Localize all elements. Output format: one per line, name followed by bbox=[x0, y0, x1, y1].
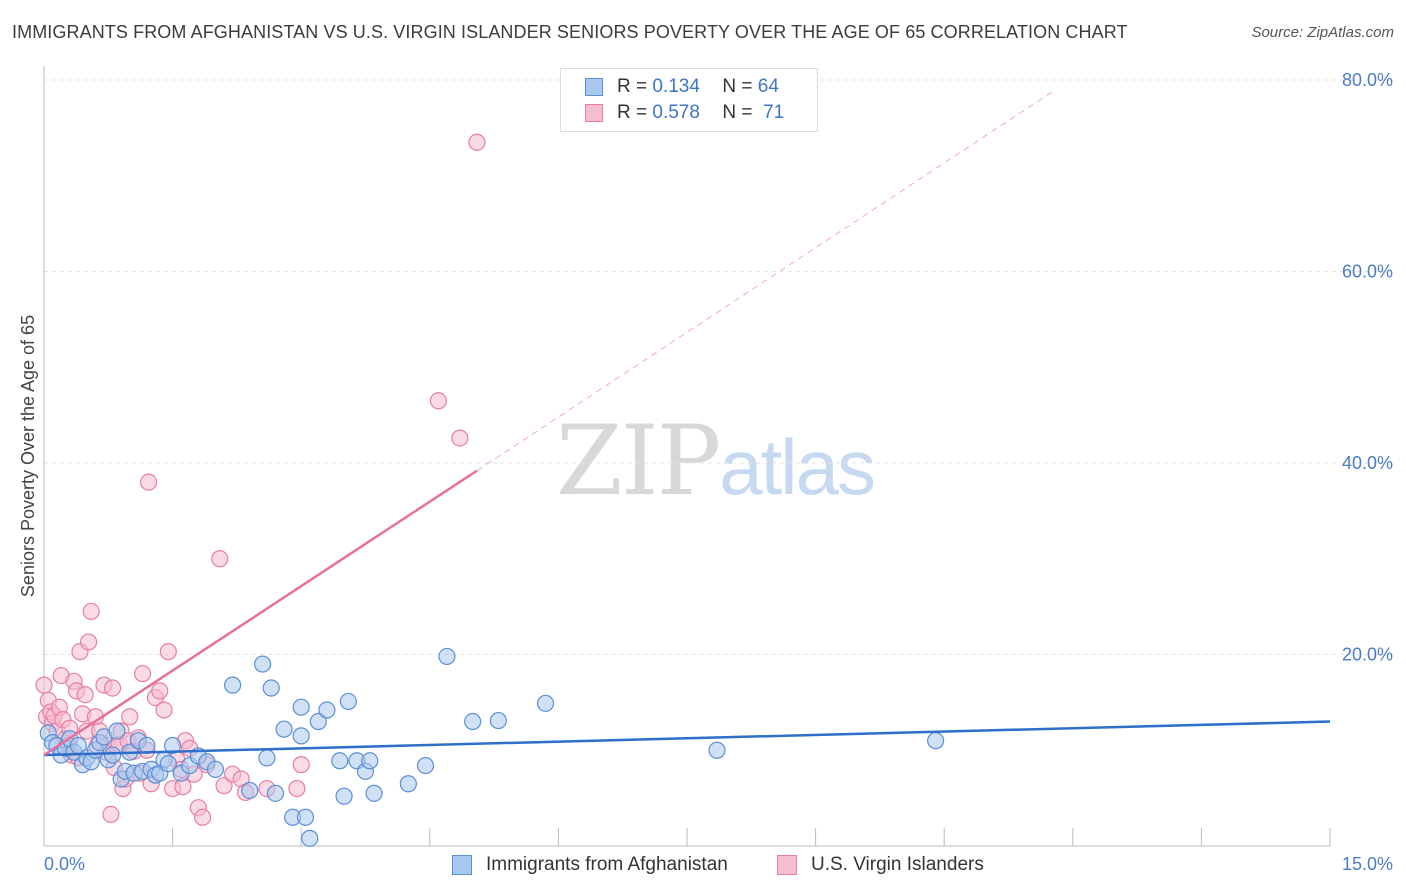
watermark-zip: ZIP bbox=[556, 405, 721, 517]
bottom-legend-label: U.S. Virgin Islanders bbox=[811, 854, 984, 875]
data-point-virgin-islanders bbox=[292, 756, 310, 774]
data-point-afghanistan bbox=[318, 701, 336, 719]
data-point-virgin-islanders bbox=[102, 805, 120, 824]
legend-row-afghanistan: R = 0.134 N = 64 bbox=[585, 75, 779, 99]
data-point-afghanistan bbox=[258, 749, 276, 767]
data-point-afghanistan bbox=[399, 775, 417, 793]
trend-line-afghanistan bbox=[43, 720, 1331, 757]
chart-title: IMMIGRANTS FROM AFGHANISTAN VS U.S. VIRG… bbox=[12, 22, 1128, 42]
data-point-afghanistan bbox=[438, 647, 456, 666]
data-point-afghanistan bbox=[365, 784, 383, 802]
data-point-afghanistan bbox=[254, 655, 272, 673]
data-point-afghanistan bbox=[361, 752, 379, 770]
legend-n-label: N = bbox=[722, 102, 753, 123]
y-tick-label: 20.0% bbox=[1342, 645, 1393, 665]
legend-swatch-blue bbox=[585, 78, 603, 96]
data-point-virgin-islanders bbox=[79, 633, 98, 651]
data-point-virgin-islanders bbox=[121, 708, 139, 726]
legend-n-label: N = bbox=[722, 76, 753, 97]
data-point-virgin-islanders bbox=[468, 133, 486, 151]
trend-line-virgin-islanders bbox=[43, 469, 478, 757]
data-point-afghanistan bbox=[206, 760, 225, 779]
data-point-afghanistan bbox=[536, 694, 555, 712]
watermark-atlas: atlas bbox=[719, 423, 876, 511]
data-point-afghanistan bbox=[301, 829, 319, 847]
bottom-legend-label: Immigrants from Afghanistan bbox=[486, 854, 728, 875]
data-point-afghanistan bbox=[224, 676, 242, 694]
data-point-virgin-islanders bbox=[159, 643, 177, 661]
data-point-afghanistan bbox=[108, 722, 126, 740]
data-point-afghanistan bbox=[927, 732, 945, 750]
data-point-virgin-islanders bbox=[139, 473, 158, 491]
legend-n-value: 71 bbox=[763, 102, 785, 123]
legend-n-value: 64 bbox=[757, 76, 779, 97]
data-point-virgin-islanders bbox=[103, 679, 122, 697]
data-point-virgin-islanders bbox=[288, 779, 306, 798]
data-point-afghanistan bbox=[292, 698, 310, 716]
data-point-afghanistan bbox=[292, 727, 310, 745]
data-point-virgin-islanders bbox=[155, 701, 173, 719]
data-point-virgin-islanders bbox=[215, 777, 233, 795]
x-tick-label: 15.0% bbox=[1342, 854, 1393, 874]
data-point-virgin-islanders bbox=[76, 686, 94, 704]
legend-r-label: R = bbox=[617, 102, 648, 123]
data-point-virgin-islanders bbox=[82, 602, 100, 621]
data-point-afghanistan bbox=[275, 720, 293, 738]
data-point-virgin-islanders bbox=[429, 392, 447, 410]
legend-r-value: 0.134 bbox=[652, 76, 700, 97]
data-point-afghanistan bbox=[241, 781, 259, 800]
data-point-afghanistan bbox=[464, 712, 482, 731]
data-point-virgin-islanders bbox=[133, 665, 152, 683]
bottom-legend-swatch-blue bbox=[452, 855, 472, 875]
y-tick-label: 40.0% bbox=[1342, 453, 1393, 473]
y-tick-label: 60.0% bbox=[1342, 262, 1393, 282]
data-point-virgin-islanders bbox=[211, 550, 229, 568]
data-point-afghanistan bbox=[489, 711, 507, 730]
data-point-afghanistan bbox=[309, 712, 327, 731]
data-point-virgin-islanders bbox=[151, 682, 169, 700]
legend-r-value: 0.578 bbox=[652, 102, 700, 123]
data-point-afghanistan bbox=[266, 784, 285, 802]
y-axis-title: Seniors Poverty Over the Age of 65 bbox=[18, 315, 38, 597]
data-point-virgin-islanders bbox=[35, 676, 53, 694]
data-point-afghanistan bbox=[339, 692, 357, 711]
data-point-afghanistan bbox=[159, 755, 177, 773]
data-point-afghanistan bbox=[103, 746, 122, 764]
correlation-legend: R = 0.134 N = 64 R = 0.578 N = 71 bbox=[560, 68, 818, 132]
data-point-afghanistan bbox=[416, 756, 435, 775]
bottom-legend-afghanistan: Immigrants from Afghanistan bbox=[452, 852, 728, 878]
x-tick-label: 0.0% bbox=[44, 854, 85, 874]
legend-r-label: R = bbox=[617, 76, 648, 97]
data-point-afghanistan bbox=[335, 787, 353, 805]
source-credit: Source: ZipAtlas.com bbox=[1251, 24, 1394, 41]
bottom-legend-swatch-pink bbox=[777, 855, 797, 875]
data-point-afghanistan bbox=[164, 736, 182, 755]
bottom-legend-virgin-islanders: U.S. Virgin Islanders bbox=[777, 852, 984, 878]
watermark: ZIPatlas bbox=[556, 405, 876, 517]
trend-line-virgin-islanders-extrapolated bbox=[476, 89, 1056, 472]
data-point-virgin-islanders bbox=[451, 429, 469, 447]
data-point-virgin-islanders bbox=[194, 808, 212, 826]
data-point-afghanistan bbox=[262, 679, 280, 697]
data-point-afghanistan bbox=[708, 741, 726, 759]
legend-row-virgin-islanders: R = 0.578 N = 71 bbox=[585, 101, 784, 125]
legend-swatch-pink bbox=[585, 104, 603, 122]
data-point-afghanistan bbox=[296, 808, 315, 826]
y-tick-label: 80.0% bbox=[1342, 70, 1393, 90]
data-point-afghanistan bbox=[331, 752, 349, 770]
